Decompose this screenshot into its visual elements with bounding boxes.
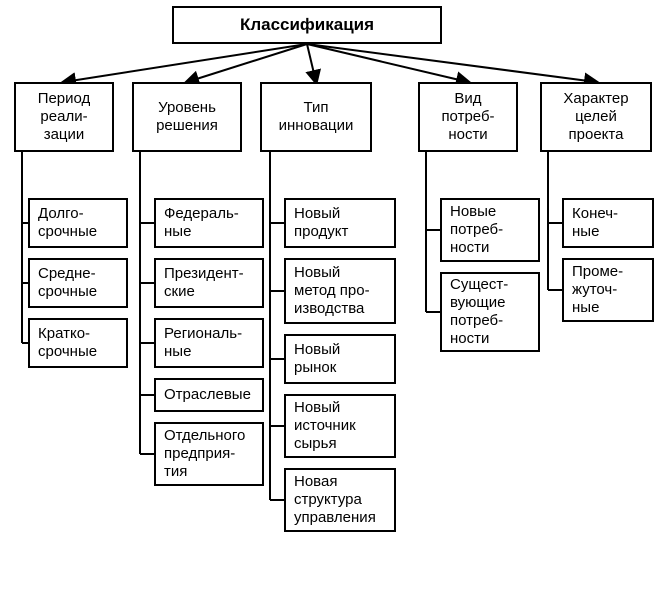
category-goal: Характер целей проекта xyxy=(540,82,652,152)
item-type-3: Новый источник сырья xyxy=(284,394,396,458)
item-type-2: Новый рынок xyxy=(284,334,396,384)
root-node: Классификация xyxy=(172,6,442,44)
item-level-0: Федераль-ные xyxy=(154,198,264,248)
item-goal-0: Конеч-ные xyxy=(562,198,654,248)
item-level-4: Отдельного предприя-тия xyxy=(154,422,264,486)
item-need-1: Сущест-вующие потреб-ности xyxy=(440,272,540,352)
item-level-1: Президент-ские xyxy=(154,258,264,308)
item-need-0: Новые потреб-ности xyxy=(440,198,540,262)
category-need: Вид потреб-ности xyxy=(418,82,518,152)
item-goal-1: Проме-жуточ-ные xyxy=(562,258,654,322)
category-level: Уровень решения xyxy=(132,82,242,152)
item-type-0: Новый продукт xyxy=(284,198,396,248)
category-type: Тип инновации xyxy=(260,82,372,152)
item-type-1: Новый метод про-изводства xyxy=(284,258,396,324)
diagram-canvas: Классификация Период реали-зации Долго-ср… xyxy=(0,0,662,601)
item-type-4: Новая структура управления xyxy=(284,468,396,532)
item-period-2: Кратко-срочные xyxy=(28,318,128,368)
item-level-3: Отраслевые xyxy=(154,378,264,412)
item-period-0: Долго-срочные xyxy=(28,198,128,248)
category-period: Период реали-зации xyxy=(14,82,114,152)
item-level-2: Региональ-ные xyxy=(154,318,264,368)
item-period-1: Средне-срочные xyxy=(28,258,128,308)
